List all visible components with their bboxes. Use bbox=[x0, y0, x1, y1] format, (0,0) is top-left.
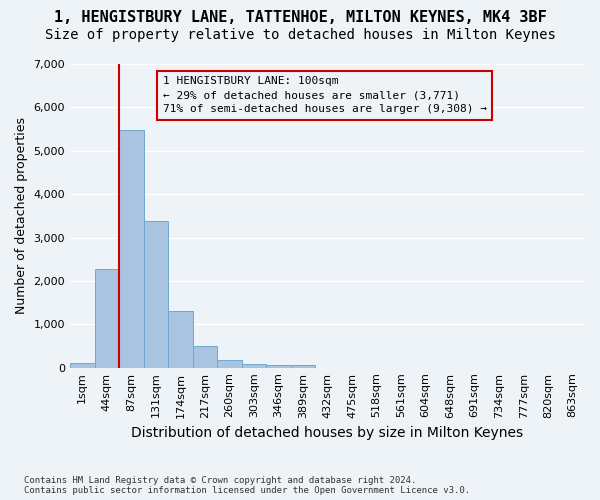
Bar bbox=[143, 221, 168, 368]
Text: Contains HM Land Registry data © Crown copyright and database right 2024.
Contai: Contains HM Land Registry data © Crown c… bbox=[24, 476, 470, 495]
Bar bbox=[70, 364, 95, 368]
Bar bbox=[168, 311, 193, 368]
Bar bbox=[193, 346, 217, 368]
Bar bbox=[242, 364, 266, 368]
Bar bbox=[291, 366, 315, 368]
Bar bbox=[119, 130, 143, 368]
Y-axis label: Number of detached properties: Number of detached properties bbox=[15, 118, 28, 314]
Text: 1, HENGISTBURY LANE, TATTENHOE, MILTON KEYNES, MK4 3BF: 1, HENGISTBURY LANE, TATTENHOE, MILTON K… bbox=[53, 10, 547, 25]
Bar bbox=[217, 360, 242, 368]
Bar bbox=[266, 365, 291, 368]
Bar bbox=[95, 269, 119, 368]
Text: 1 HENGISTBURY LANE: 100sqm
← 29% of detached houses are smaller (3,771)
71% of s: 1 HENGISTBURY LANE: 100sqm ← 29% of deta… bbox=[163, 76, 487, 114]
X-axis label: Distribution of detached houses by size in Milton Keynes: Distribution of detached houses by size … bbox=[131, 426, 524, 440]
Text: Size of property relative to detached houses in Milton Keynes: Size of property relative to detached ho… bbox=[44, 28, 556, 42]
